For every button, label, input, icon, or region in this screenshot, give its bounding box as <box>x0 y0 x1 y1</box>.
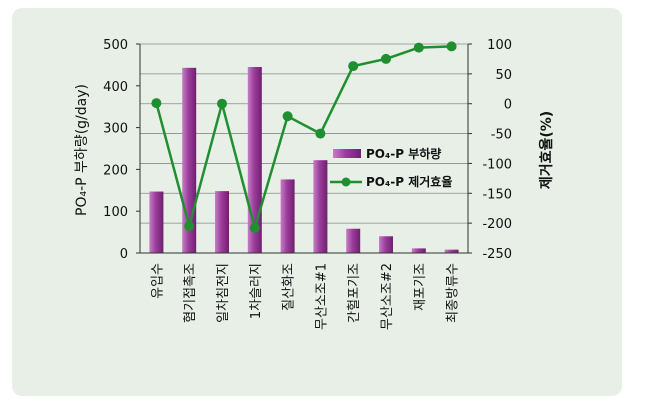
y-right-tick-label: -200 <box>482 217 512 232</box>
line-point <box>348 61 359 72</box>
line-point <box>446 41 457 52</box>
y-right-tick-label: 50 <box>495 68 512 83</box>
line-point <box>282 111 293 122</box>
y-right-tick-label: 100 <box>487 38 512 53</box>
category-label: 일차침전지 <box>216 263 231 323</box>
bar <box>280 179 295 253</box>
line-point <box>217 98 227 109</box>
y-right-tick-label: -150 <box>482 187 512 202</box>
legend-bar-label: PO₄-P 부하량 <box>366 146 441 161</box>
bar <box>149 191 164 253</box>
y-axis-right-label: 제거효율(%) <box>538 111 555 189</box>
line-point <box>381 53 391 64</box>
bar-series <box>149 66 459 254</box>
y-left-tick-label: 300 <box>103 122 128 137</box>
line-series <box>151 41 457 233</box>
y-left-tick-label: 100 <box>103 205 128 220</box>
category-label: 최종방류수 <box>446 263 461 323</box>
category-label: 무산소조#1 <box>314 263 329 330</box>
bar <box>247 66 262 254</box>
efficiency-line <box>155 45 452 230</box>
y-axis-left-label: PO₄-P 부하량(g/day) <box>74 84 90 216</box>
category-label: 질산화조 <box>282 263 297 311</box>
y-right-tick-label: 0 <box>504 98 512 113</box>
category-label: 간헐포기조 <box>347 263 362 323</box>
category-label: 1차슬러지 <box>249 263 264 319</box>
y-left-tick-label: 400 <box>103 80 128 95</box>
y-left-tick-label: 200 <box>103 163 128 178</box>
category-label: 유입수 <box>150 263 165 299</box>
line-point <box>413 42 424 53</box>
y-right-tick-label: -50 <box>491 128 512 143</box>
line-point <box>151 98 162 109</box>
line-point <box>184 221 195 232</box>
category-label: 혐기접촉조 <box>183 263 198 323</box>
bar <box>346 228 361 253</box>
bar <box>411 248 426 253</box>
bar <box>313 160 328 253</box>
legend-bar-swatch <box>333 149 361 158</box>
y-left-tick-label: 0 <box>120 247 128 262</box>
legend-line-marker <box>341 177 351 187</box>
y-right-tick-label: -100 <box>482 157 512 172</box>
category-labels: 유입수 혐기접촉조 일차침전지 1차슬러지 질산화조 무산소조#1 간헐포기조 무산소조#2 재… <box>150 263 460 330</box>
bar <box>182 67 197 254</box>
bar <box>379 236 393 253</box>
legend: PO₄-P 부하량 PO₄-P 제거효율 <box>330 146 452 189</box>
line-point <box>249 222 260 233</box>
bar <box>215 191 229 253</box>
line-point <box>315 128 326 139</box>
category-label: 무산소조#2 <box>380 263 395 330</box>
bar <box>444 249 459 253</box>
tick-labels: 0 100 200 300 400 500 -250 -200 -150 -100 -50 0 50 10… <box>103 38 512 262</box>
legend-line-label: PO₄-P 제거효율 <box>366 174 452 189</box>
y-right-tick-label: -250 <box>482 247 512 262</box>
axes <box>136 43 472 254</box>
y-left-tick-label: 500 <box>103 38 128 53</box>
category-label: 재포기조 <box>413 263 428 311</box>
